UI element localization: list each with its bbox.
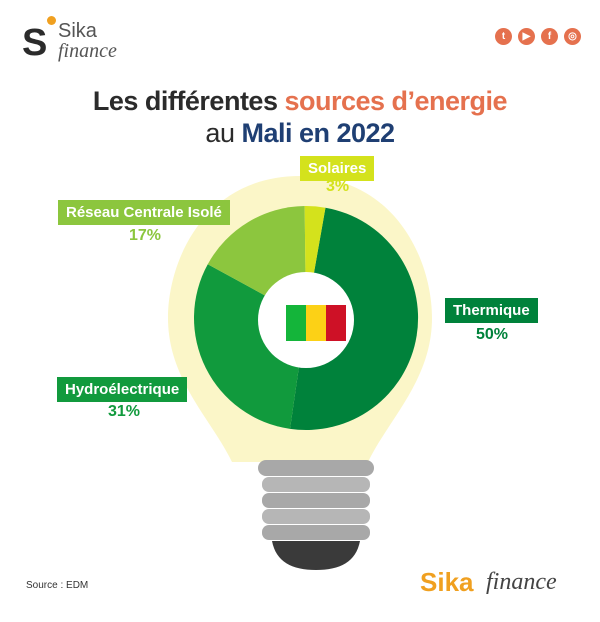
footer-logo-finance: finance <box>486 569 557 595</box>
logo-dot-icon <box>47 16 56 25</box>
page-subtitle: au Mali en 2022 <box>0 118 600 149</box>
logo-top-text: Sika <box>58 20 97 42</box>
twitter-icon[interactable]: t <box>495 28 512 45</box>
source-text: Source : EDM <box>26 580 89 591</box>
mali-flag-yellow <box>306 305 326 341</box>
page-title: Les différentes sources d’energie <box>0 86 600 117</box>
bulb-base-ring-4 <box>262 509 370 524</box>
youtube-icon[interactable]: ▶ <box>518 28 535 45</box>
label-solaires: Solaires <box>300 156 375 181</box>
bulb-base-ring-3 <box>262 493 370 508</box>
bulb-base-ring-1 <box>258 460 374 476</box>
label-reseau: Réseau Centrale Isolé <box>58 200 230 225</box>
label-hydroelectrique: Hydroélectrique <box>57 377 188 402</box>
instagram-icon[interactable]: ◎ <box>564 28 581 45</box>
footer-logo-sika: Sika <box>420 567 474 597</box>
value-thermique: 50% <box>476 326 509 343</box>
facebook-icon[interactable]: f <box>541 28 558 45</box>
bulb-tip <box>272 541 360 570</box>
subtitle-part1: au <box>205 118 242 148</box>
bulb-base-ring-5 <box>262 525 370 540</box>
value-reseau: 17% <box>129 227 162 244</box>
mali-flag-red <box>326 305 346 341</box>
logo-letter: S <box>22 22 48 64</box>
pie-slice-thermique <box>289 207 419 431</box>
subtitle-accent: Mali en 2022 <box>241 118 395 148</box>
logo-bottom-text: finance <box>58 40 117 62</box>
bulb-base-ring-2 <box>262 477 370 492</box>
value-hydroelectrique: 31% <box>108 403 141 420</box>
title-part1: Les différentes <box>92 86 285 116</box>
label-thermique: Thermique <box>445 298 538 323</box>
title-accent: sources d’energie <box>284 86 508 116</box>
value-solaires: 3% <box>326 178 350 195</box>
mali-flag-green <box>286 305 306 341</box>
